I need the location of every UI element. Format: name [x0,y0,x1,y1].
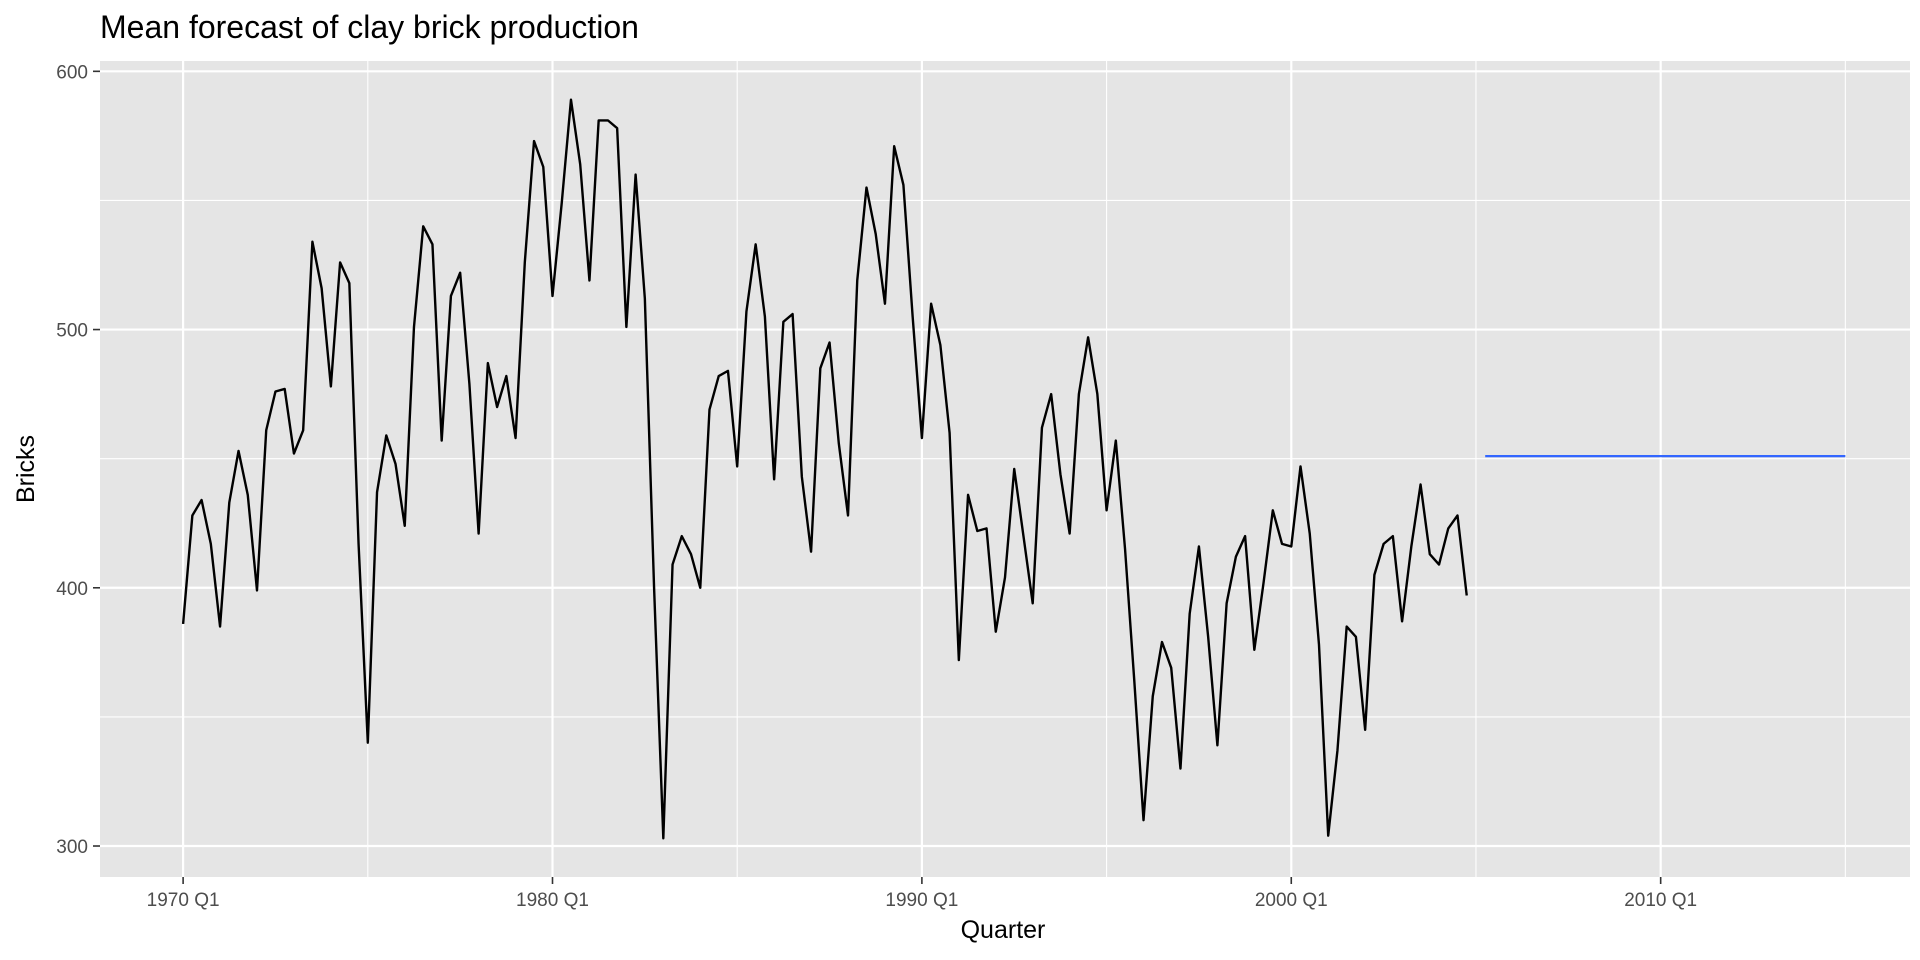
series-layer [181,98,1846,840]
y-tick-label: 500 [56,321,88,342]
x-axis-title: Quarter [961,916,1046,944]
y-tick-label: 300 [56,837,88,858]
x-tick-label: 1970 Q1 [147,890,220,911]
major-gridlines [100,61,1910,877]
plot-panel [100,61,1910,877]
minor-gridlines [100,61,1910,877]
x-axis: 1970 Q1 1980 Q1 1990 Q1 2000 Q1 2010 Q1 [147,877,1697,911]
x-tick-label: 2000 Q1 [1255,890,1328,911]
series-line-history [181,98,1468,840]
y-axis: 300 400 500 600 [56,62,100,858]
chart-title: Mean forecast of clay brick production [100,9,639,45]
x-tick-label: 1980 Q1 [516,890,589,911]
y-tick-label: 600 [56,62,88,83]
y-axis-title: Bricks [12,435,40,503]
x-tick-label: 1990 Q1 [885,890,958,911]
y-tick-label: 400 [56,579,88,600]
x-tick-label: 2010 Q1 [1624,890,1697,911]
